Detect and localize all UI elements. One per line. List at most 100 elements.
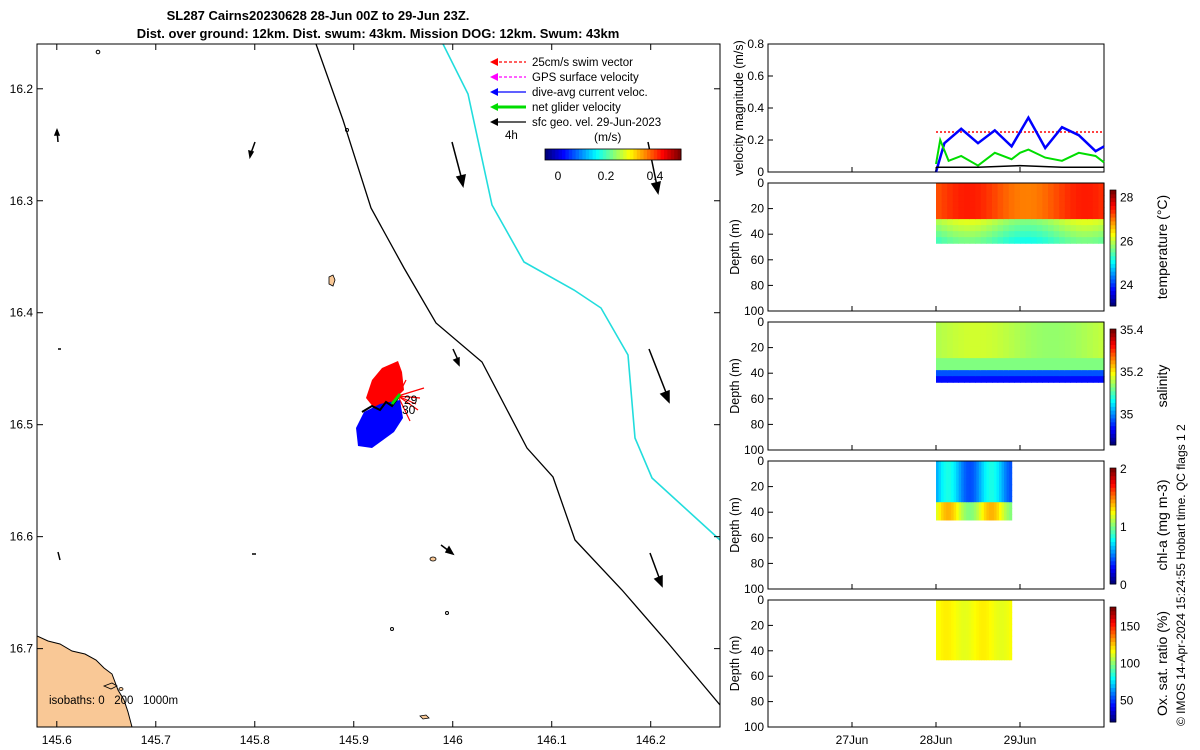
colorbar-cell	[1110, 387, 1116, 392]
current-vector-fan	[356, 400, 403, 448]
profile-cell	[986, 340, 993, 347]
profile-cell	[975, 376, 982, 383]
profile-cell	[971, 653, 975, 661]
profile-cell	[947, 189, 954, 196]
profile-cell	[951, 502, 955, 509]
profile-cell	[983, 490, 987, 497]
profile-cell	[980, 328, 987, 335]
profile-cell	[1087, 328, 1094, 335]
profile-cell	[958, 605, 962, 613]
profile-cell	[1008, 189, 1015, 196]
profile-cell	[1048, 207, 1055, 214]
colorbar-cell	[1110, 483, 1116, 488]
profile-cell	[964, 225, 971, 232]
profile-cell	[1059, 364, 1066, 371]
colorbar-cell	[1110, 541, 1116, 546]
colorbar-cell	[1110, 425, 1116, 431]
profile-cell	[958, 466, 962, 474]
profile-cell	[1008, 352, 1015, 359]
profile-cell	[951, 629, 955, 637]
profile-cell	[1036, 346, 1043, 353]
colorbar-cell	[1110, 286, 1116, 292]
island	[429, 556, 437, 562]
profile-cell	[952, 183, 959, 190]
time-tick-label: 27Jun	[836, 733, 869, 747]
profile-cell	[951, 647, 955, 655]
profile-cell	[1031, 328, 1038, 335]
depth-tick-label: 20	[751, 480, 765, 494]
profile-cell	[1025, 231, 1032, 238]
profile-cell	[1009, 653, 1013, 661]
profile-cell	[988, 513, 993, 521]
profile-cell	[983, 484, 987, 492]
profile-cell	[1092, 219, 1099, 226]
colorbar-cell	[1110, 255, 1116, 261]
profile-cell	[978, 600, 982, 607]
profile-cell	[961, 629, 965, 637]
colorbar-tick-label: 100	[1120, 657, 1140, 671]
profile-cell	[1092, 183, 1099, 190]
profile-cell	[1076, 328, 1083, 335]
profile-cell	[988, 617, 993, 625]
profile-cell	[943, 641, 947, 649]
profile-cell	[952, 376, 959, 383]
profile-cell	[971, 600, 975, 607]
profile-cell	[973, 466, 977, 474]
colorbar-cell	[602, 149, 607, 160]
profile-cell	[983, 513, 987, 521]
profile-cell	[947, 201, 954, 208]
depth-tick-label: 60	[751, 669, 765, 683]
profile-cell	[1092, 231, 1099, 238]
island	[102, 682, 118, 690]
profile-cell	[961, 611, 965, 619]
profile-cell	[1098, 219, 1105, 226]
colorbar-cell	[1110, 224, 1116, 230]
profile-cell	[947, 207, 954, 214]
profile-cell	[978, 502, 982, 509]
profile-cell	[941, 461, 945, 468]
colorbar-cell	[1110, 190, 1116, 195]
profile-cell	[941, 617, 945, 625]
profile-cell	[1003, 183, 1010, 190]
profile-cell	[1081, 237, 1088, 244]
profile-cell	[996, 513, 1000, 521]
profile-cell	[936, 466, 940, 474]
profile-cell	[968, 641, 972, 649]
profile-cell	[963, 641, 967, 649]
profile-cell	[996, 623, 1000, 631]
profile-cell	[964, 346, 971, 353]
profile-cell	[980, 189, 987, 196]
profile-cell	[1014, 352, 1021, 359]
profile-cell	[936, 502, 940, 509]
profile-cell	[986, 370, 993, 377]
island	[118, 687, 124, 691]
island	[445, 611, 449, 615]
profile-cell	[938, 617, 942, 625]
profile-cell	[963, 635, 967, 643]
colorbar-cell	[579, 149, 583, 160]
profile-cell	[1070, 376, 1077, 383]
profile-cell	[1008, 370, 1015, 377]
colorbar-cell	[599, 149, 604, 160]
profile-cell	[976, 635, 980, 643]
profile-cell	[993, 629, 998, 637]
profile-cell	[1004, 508, 1008, 515]
profile-cell	[953, 484, 957, 492]
island	[95, 49, 101, 55]
profile-cell	[971, 635, 975, 643]
profile-cell	[948, 653, 952, 661]
profile-cell	[1081, 225, 1088, 232]
profile-cell	[1053, 237, 1060, 244]
profile-cell	[1064, 183, 1071, 190]
profile-cell	[1001, 490, 1005, 497]
profile-cell	[1064, 334, 1071, 341]
sfc-velocity-arrow	[53, 127, 61, 143]
profile-cell	[947, 237, 954, 244]
profile-cell	[999, 647, 1003, 655]
profile-cell	[980, 370, 987, 377]
profile-cell	[1004, 635, 1008, 643]
profile-cell	[992, 195, 999, 202]
profile-cell	[958, 346, 965, 353]
profile-cell	[951, 611, 955, 619]
profile-cell	[1031, 183, 1038, 190]
